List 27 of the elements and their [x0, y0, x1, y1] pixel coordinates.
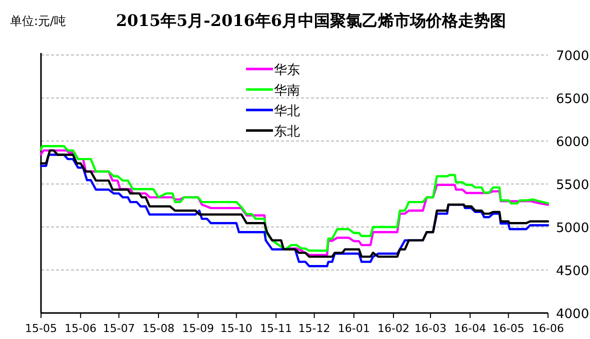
x-tick-label: 15-11: [260, 322, 292, 335]
x-tick-label: 15-06: [64, 322, 97, 335]
x-tick-label: 15-05: [25, 322, 57, 335]
y-tick-label: 4500: [556, 264, 590, 279]
x-tick-label: 15-08: [142, 322, 174, 335]
x-tick-label: 16-04: [454, 322, 486, 335]
x-tick-label: 16-02: [377, 322, 410, 335]
chart-title: 2015年5月-2016年6月中国聚氯乙烯市场价格走势图: [116, 11, 506, 30]
x-tick-label: 15-10: [220, 322, 252, 335]
x-tick-label: 16-03: [414, 322, 446, 335]
x-tick-label: 15-12: [298, 322, 330, 335]
x-tick-label: 15-07: [102, 322, 135, 335]
legend-label: 华南: [274, 84, 300, 98]
legend-label: 华东: [274, 63, 300, 78]
y-tick-label: 5500: [556, 178, 590, 193]
legend-label: 东北: [274, 124, 300, 140]
y-tick-label: 4000: [556, 307, 590, 322]
x-tick-label: 15-09: [182, 322, 214, 335]
y-axis-title: 单位:元/吨: [10, 14, 66, 28]
x-tick-label: 16-05: [492, 322, 524, 335]
legend-label: 华北: [274, 104, 300, 119]
x-tick-label: 16-06: [532, 322, 564, 335]
x-tick-label: 16-01: [338, 322, 370, 335]
y-tick-label: 5000: [556, 221, 590, 236]
y-tick-label: 6000: [556, 135, 590, 150]
y-tick-label: 7000: [556, 49, 590, 64]
y-tick-label: 6500: [556, 92, 590, 107]
